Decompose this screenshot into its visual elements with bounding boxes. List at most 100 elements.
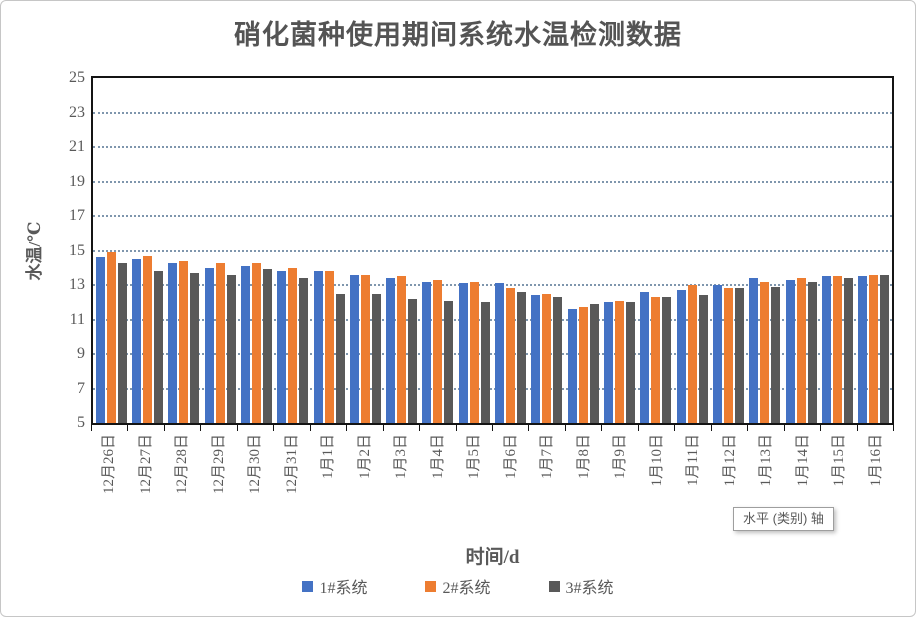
bar-2#系统: [179, 260, 189, 423]
x-tick-label-text: 1月9日: [612, 434, 629, 480]
bar-3#系统: [226, 274, 236, 423]
bar-group: [819, 78, 855, 423]
bar-3#系统: [408, 298, 418, 423]
bar-group: [347, 78, 383, 423]
x-tick: [201, 425, 238, 431]
x-tick-label[interactable]: 1月3日: [383, 431, 420, 527]
bar-group: [129, 78, 165, 423]
x-tick: [675, 425, 712, 431]
x-tick-label[interactable]: 1月2日: [347, 431, 384, 527]
bar-3#系统: [371, 293, 381, 423]
plot-area[interactable]: [91, 76, 894, 425]
bar-group: [638, 78, 674, 423]
x-tick: [639, 425, 676, 431]
bar-3#系统: [698, 295, 708, 423]
bar-group: [565, 78, 601, 423]
bar-2#系统: [832, 276, 842, 423]
bar-1#系统: [604, 302, 614, 423]
bar-2#系统: [251, 262, 261, 423]
bar-3#系统: [626, 302, 636, 423]
bar-2#系统: [106, 252, 116, 423]
bar-3#系统: [153, 271, 163, 423]
x-tick-label[interactable]: 12月26日: [91, 431, 128, 527]
x-tick-label-text: 1月4日: [429, 434, 446, 480]
bar-group: [856, 78, 892, 423]
bar-group: [529, 78, 565, 423]
x-tick: [91, 425, 129, 431]
bar-1#系统: [277, 271, 287, 423]
bar-3#系统: [517, 291, 527, 423]
bar-group: [384, 78, 420, 423]
bar-1#系统: [640, 291, 650, 423]
bar-3#系统: [335, 293, 345, 423]
bar-3#系统: [589, 303, 599, 423]
axis-tooltip: 水平 (类别) 轴: [733, 507, 834, 531]
bar-2#系统: [469, 281, 479, 423]
bar-2#系统: [215, 262, 225, 423]
x-tick-label-text: 1月3日: [393, 434, 410, 480]
x-tick-label[interactable]: 12月28日: [164, 431, 201, 527]
y-axis-labels: 25 23 21 19 17 15 13 11 9 7 5: [39, 69, 85, 431]
bar-3#系统: [771, 286, 781, 423]
x-tick: [493, 425, 530, 431]
y-tick-label: 21: [69, 138, 85, 155]
bar-1#系统: [785, 279, 795, 423]
x-tick-label[interactable]: 1月11日: [675, 431, 712, 527]
gridline: [93, 180, 892, 183]
bar-1#系统: [240, 266, 250, 423]
bar-2#系统: [542, 293, 552, 423]
x-tick-label-text: 12月30日: [247, 434, 264, 495]
bar-2#系统: [433, 279, 443, 423]
gridline: [93, 215, 892, 217]
x-tick-label[interactable]: 1月4日: [420, 431, 457, 527]
x-tick: [529, 425, 566, 431]
bar-group: [202, 78, 238, 423]
x-tick-label[interactable]: 12月31日: [274, 431, 311, 527]
bar-3#系统: [807, 281, 817, 423]
bar-1#系统: [712, 285, 722, 423]
x-tick-label[interactable]: 1月16日: [858, 431, 895, 527]
x-tick-label[interactable]: 12月30日: [237, 431, 274, 527]
x-tick: [165, 425, 202, 431]
bar-group: [674, 78, 710, 423]
bar-group: [710, 78, 746, 423]
bar-3#系统: [553, 297, 563, 423]
gridline: [93, 318, 892, 321]
x-tick: [128, 425, 165, 431]
x-tick-label[interactable]: 1月10日: [639, 431, 676, 527]
bar-3#系统: [190, 272, 200, 423]
x-tick-label[interactable]: 1月9日: [602, 431, 639, 527]
x-tick-label[interactable]: 1月7日: [529, 431, 566, 527]
bar-1#系统: [858, 276, 868, 423]
bar-1#系统: [821, 276, 831, 423]
bar-2#系统: [360, 274, 370, 423]
legend-item-3#系统[interactable]: 3#系统: [548, 574, 614, 598]
bar-1#系统: [458, 283, 468, 423]
x-tick-label[interactable]: 1月8日: [566, 431, 603, 527]
x-tick-label[interactable]: 12月27日: [128, 431, 165, 527]
bar-1#系统: [386, 278, 396, 423]
legend-swatch-icon: [425, 580, 437, 592]
x-tick-label[interactable]: 12月29日: [201, 431, 238, 527]
x-tick-label[interactable]: 1月6日: [493, 431, 530, 527]
gridline: [93, 146, 892, 148]
x-tick-label-text: 1月10日: [648, 434, 665, 487]
y-tick-label: 9: [77, 345, 85, 362]
bar-2#系统: [615, 300, 625, 423]
bar-2#系统: [397, 276, 407, 423]
bar-1#系统: [749, 278, 759, 423]
x-tick-label[interactable]: 1月1日: [310, 431, 347, 527]
bar-3#系统: [444, 300, 454, 423]
x-tick-label[interactable]: 1月5日: [456, 431, 493, 527]
legend-item-2#系统[interactable]: 2#系统: [425, 574, 491, 598]
x-axis-title: 时间/d: [465, 547, 520, 568]
x-tick-label-text: 12月26日: [101, 434, 118, 495]
x-tick: [821, 425, 858, 431]
y-tick-label: 13: [69, 276, 85, 293]
x-tick-label-text: 1月11日: [685, 434, 702, 486]
bar-group: [166, 78, 202, 423]
legend-item-1#系统[interactable]: 1#系统: [302, 574, 367, 598]
chart-title: 硝化菌种使用期间系统水温检测数据: [234, 20, 682, 50]
legend-label: 2#系统: [442, 580, 491, 597]
legend: 1#系统 2#系统 3#系统: [1, 574, 915, 598]
